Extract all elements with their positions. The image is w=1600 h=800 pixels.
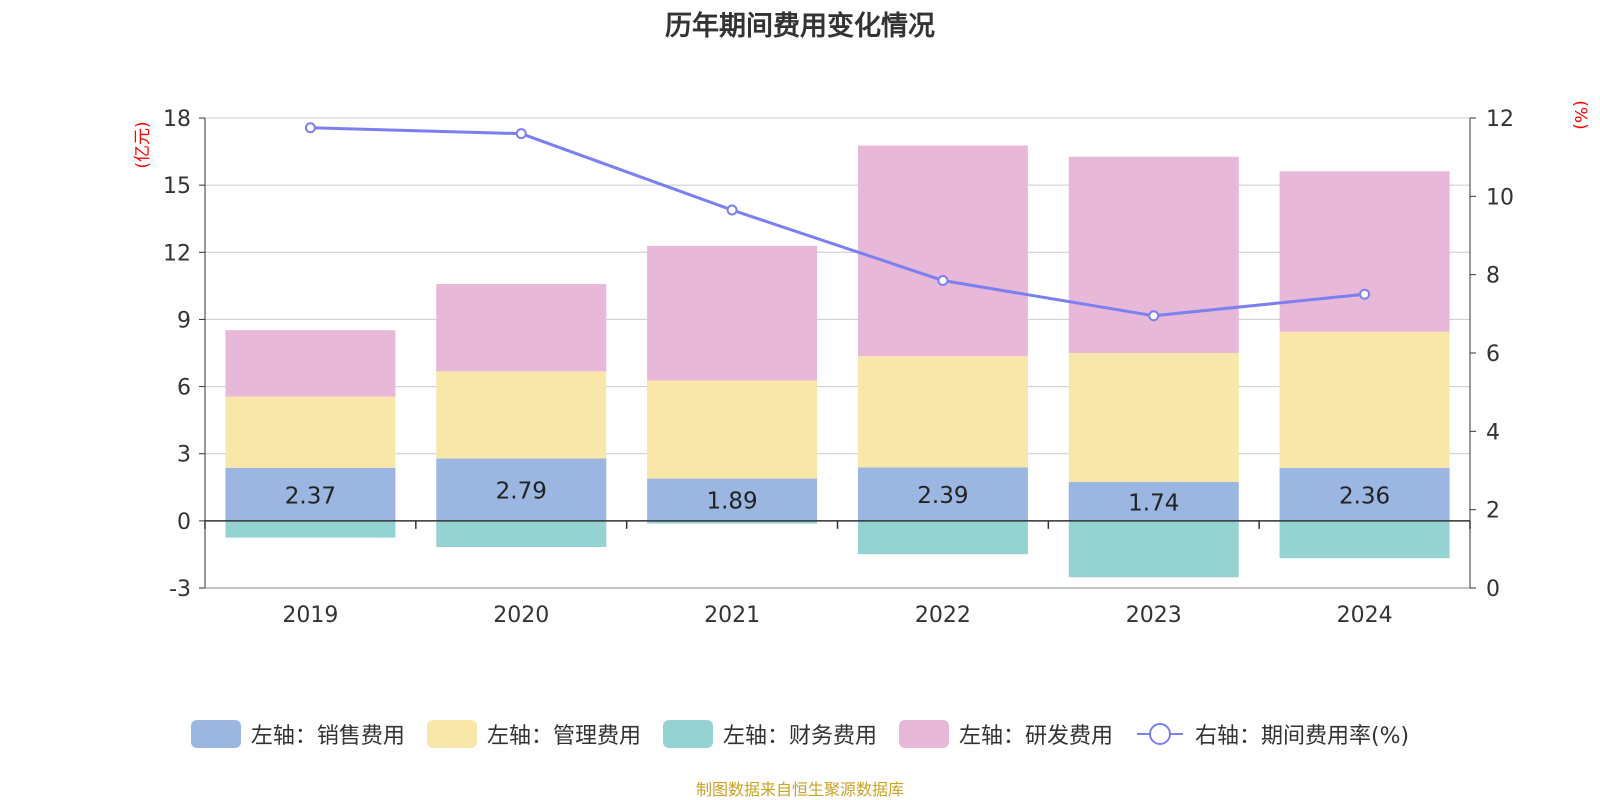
legend-label: 左轴：研发费用 bbox=[958, 724, 1113, 749]
right-axis-tick-label: 10 bbox=[1486, 185, 1514, 210]
rate-point-2024 bbox=[1359, 288, 1371, 300]
bar-finance-2019 bbox=[225, 520, 396, 538]
bar-sales-2023 bbox=[1068, 481, 1239, 521]
right-axis-tick-label: 0 bbox=[1486, 577, 1500, 602]
bar-sales-2022 bbox=[857, 467, 1028, 521]
left-axis-tick-label: 15 bbox=[163, 174, 191, 199]
category-label: 2024 bbox=[1337, 603, 1393, 628]
bar-sales-2020 bbox=[436, 458, 607, 521]
rate-point-2022 bbox=[937, 275, 949, 287]
data-label-sales-2023: 1.74 bbox=[1128, 490, 1179, 516]
bar-rnd-2021 bbox=[647, 245, 818, 381]
left-axis-tick-label: 6 bbox=[177, 376, 191, 401]
left-axis-tick-label: 9 bbox=[177, 308, 191, 333]
bar-admin-2024 bbox=[1279, 331, 1450, 469]
legend-item-finance[interactable]: 左轴：财务费用 bbox=[662, 718, 877, 750]
chart-legend: 左轴：销售费用 左轴：管理费用 左轴：财务费用 左轴：研发费用 右轴：期间费用率(%) bbox=[0, 718, 1600, 750]
rate-point-2021 bbox=[726, 204, 738, 216]
legend-item-rnd[interactable]: 左轴：研发费用 bbox=[898, 718, 1113, 750]
legend-label: 左轴：管理费用 bbox=[486, 724, 641, 749]
legend-item-sales[interactable]: 左轴：销售费用 bbox=[190, 718, 405, 750]
left-axis-tick-label: 18 bbox=[163, 107, 191, 132]
category-label: 2023 bbox=[1126, 603, 1182, 628]
right-axis-tick-label: 8 bbox=[1486, 264, 1500, 289]
category-label: 2022 bbox=[915, 603, 971, 628]
chart-title: 历年期间费用变化情况 bbox=[665, 11, 935, 42]
data-label-sales-2022: 2.39 bbox=[917, 483, 968, 509]
left-axis-tick-label: -3 bbox=[169, 577, 191, 602]
data-label-sales-2020: 2.79 bbox=[496, 479, 547, 505]
left-axis-tick-label: 12 bbox=[163, 241, 191, 266]
legend-swatch bbox=[426, 720, 477, 748]
bar-sales-2021 bbox=[647, 478, 818, 521]
rate-point-2023 bbox=[1148, 310, 1160, 322]
right-axis-unit: (%) bbox=[1570, 100, 1590, 129]
bar-finance-2024 bbox=[1279, 520, 1450, 559]
bar-admin-2019 bbox=[225, 396, 396, 468]
rate-point-2019 bbox=[304, 122, 316, 134]
bar-rnd-2019 bbox=[225, 330, 396, 397]
category-label: 2021 bbox=[704, 603, 760, 628]
bar-admin-2023 bbox=[1068, 353, 1239, 482]
bar-rnd-2022 bbox=[857, 145, 1028, 357]
data-label-sales-2024: 2.36 bbox=[1339, 483, 1390, 509]
legend-label: 右轴：期间费用率(%) bbox=[1194, 724, 1410, 749]
category-label: 2020 bbox=[493, 603, 549, 628]
bar-finance-2022 bbox=[857, 520, 1028, 555]
legend-label: 左轴：销售费用 bbox=[250, 724, 405, 749]
bar-admin-2020 bbox=[436, 371, 607, 459]
rate-point-2020 bbox=[515, 128, 527, 140]
legend-item-rate[interactable]: 右轴：期间费用率(%) bbox=[1135, 718, 1409, 750]
bar-admin-2021 bbox=[647, 380, 818, 479]
data-label-sales-2019: 2.37 bbox=[285, 483, 336, 509]
data-label-sales-2021: 1.89 bbox=[706, 489, 757, 515]
legend-swatch bbox=[898, 720, 949, 748]
bar-finance-2020 bbox=[436, 520, 607, 548]
right-axis-tick-label: 2 bbox=[1486, 499, 1500, 524]
left-axis-unit: (亿元) bbox=[133, 121, 153, 168]
right-axis-tick-label: 6 bbox=[1486, 342, 1500, 367]
bar-admin-2022 bbox=[857, 356, 1028, 468]
bar-finance-2023 bbox=[1068, 520, 1239, 578]
legend-item-admin[interactable]: 左轴：管理费用 bbox=[426, 718, 641, 750]
rate-line bbox=[310, 126, 1365, 318]
bar-sales-2019 bbox=[225, 467, 396, 521]
legend-label: 左轴：财务费用 bbox=[722, 724, 877, 749]
bar-sales-2024 bbox=[1279, 468, 1450, 521]
data-source-note: 制图数据来自恒生聚源数据库 bbox=[695, 780, 904, 799]
legend-swatch bbox=[662, 720, 713, 748]
bar-rnd-2023 bbox=[1068, 156, 1239, 353]
left-axis-tick-label: 3 bbox=[177, 443, 191, 468]
right-axis-tick-label: 4 bbox=[1486, 420, 1500, 445]
legend-line-icon bbox=[1136, 723, 1183, 745]
left-axis-tick-label: 0 bbox=[177, 510, 191, 535]
bar-finance-2021 bbox=[647, 520, 818, 524]
category-label: 2019 bbox=[282, 603, 338, 628]
legend-swatch bbox=[190, 720, 241, 748]
right-axis-tick-label: 12 bbox=[1486, 107, 1514, 132]
bar-rnd-2024 bbox=[1279, 171, 1450, 332]
bar-rnd-2020 bbox=[436, 284, 607, 372]
